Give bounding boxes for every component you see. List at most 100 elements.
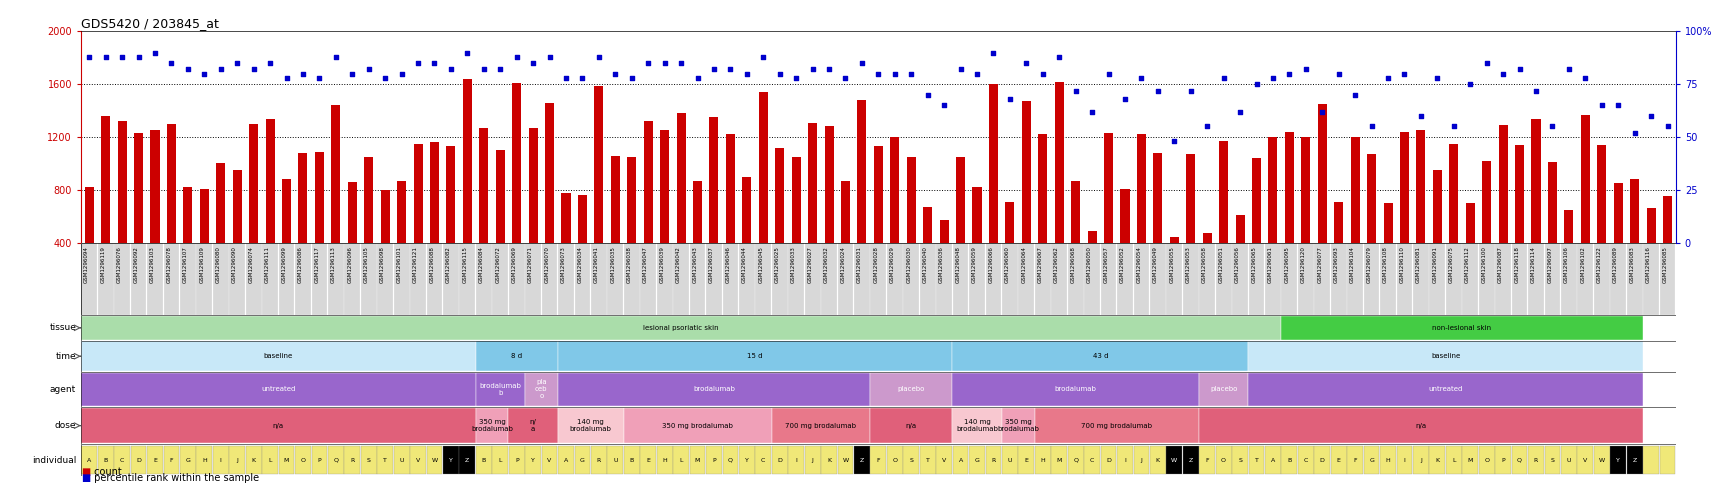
Text: M: M <box>1466 457 1471 463</box>
Point <box>1258 74 1285 82</box>
Text: C: C <box>1303 457 1308 463</box>
FancyBboxPatch shape <box>460 242 476 315</box>
Bar <box>479 128 488 242</box>
Bar <box>1099 446 1117 474</box>
Bar <box>906 157 915 242</box>
Text: untreated: untreated <box>1428 386 1461 392</box>
Text: 700 mg brodalumab: 700 mg brodalumab <box>786 423 856 428</box>
FancyBboxPatch shape <box>837 242 853 315</box>
Text: baseline: baseline <box>264 353 293 359</box>
Text: GSM1296094: GSM1296094 <box>84 246 90 283</box>
Point <box>1423 74 1451 82</box>
FancyBboxPatch shape <box>1609 242 1625 315</box>
Point <box>750 53 777 60</box>
FancyBboxPatch shape <box>98 242 114 315</box>
Bar <box>639 446 656 474</box>
Point <box>996 95 1023 103</box>
Bar <box>870 446 886 474</box>
Text: GSM1296034: GSM1296034 <box>577 246 582 283</box>
Bar <box>102 116 110 242</box>
Text: GSM1296057: GSM1296057 <box>1103 246 1108 283</box>
Text: GSM1296102: GSM1296102 <box>1580 246 1585 283</box>
Text: G: G <box>973 457 979 463</box>
Text: brodalumab: brodalumab <box>693 386 734 392</box>
Text: Q: Q <box>333 457 338 463</box>
Text: H: H <box>1385 457 1389 463</box>
Point <box>1571 74 1599 82</box>
Bar <box>1594 446 1609 474</box>
Text: 140 mg
brodalumab: 140 mg brodalumab <box>956 419 998 432</box>
Text: J: J <box>812 457 813 463</box>
Text: E: E <box>1023 457 1027 463</box>
Text: 350 mg brodalumab: 350 mg brodalumab <box>662 423 732 428</box>
Text: O: O <box>893 457 896 463</box>
Bar <box>364 157 374 242</box>
FancyBboxPatch shape <box>246 242 262 315</box>
Text: GSM1296070: GSM1296070 <box>544 246 550 283</box>
Text: G: G <box>579 457 584 463</box>
Bar <box>1313 446 1330 474</box>
Point <box>1111 95 1139 103</box>
FancyBboxPatch shape <box>1428 242 1444 315</box>
Text: H: H <box>662 457 667 463</box>
Text: GSM1296038: GSM1296038 <box>627 246 631 283</box>
FancyBboxPatch shape <box>639 242 656 315</box>
Bar <box>1070 181 1080 242</box>
Point <box>1652 123 1680 130</box>
Text: GSM1296051: GSM1296051 <box>1218 246 1223 283</box>
Bar <box>1084 446 1099 474</box>
Point <box>667 59 694 67</box>
Text: GSM1296122: GSM1296122 <box>1595 246 1601 283</box>
Text: V: V <box>1582 457 1587 463</box>
Bar <box>146 446 162 474</box>
Text: GSM1296085: GSM1296085 <box>1661 246 1666 283</box>
Text: n/a: n/a <box>1415 423 1425 428</box>
Bar <box>98 446 114 474</box>
Text: B: B <box>481 457 486 463</box>
Bar <box>529 128 538 242</box>
Bar <box>1380 446 1396 474</box>
FancyBboxPatch shape <box>1346 242 1363 315</box>
Text: Z: Z <box>1632 457 1635 463</box>
Text: A: A <box>1270 457 1275 463</box>
Text: baseline: baseline <box>1430 353 1459 359</box>
Text: P: P <box>515 457 519 463</box>
FancyBboxPatch shape <box>1117 242 1132 315</box>
FancyBboxPatch shape <box>1544 242 1559 315</box>
Point <box>963 70 991 77</box>
Bar <box>1034 408 1197 443</box>
Text: GSM1296113: GSM1296113 <box>331 246 336 283</box>
Text: J: J <box>1141 457 1142 463</box>
Text: B: B <box>1287 457 1291 463</box>
Point <box>634 59 662 67</box>
Bar <box>331 105 339 242</box>
Text: C: C <box>1089 457 1094 463</box>
Bar <box>81 341 476 371</box>
Text: GSM1296029: GSM1296029 <box>889 246 894 283</box>
FancyBboxPatch shape <box>606 242 622 315</box>
Point <box>1504 66 1532 73</box>
Bar <box>1280 446 1296 474</box>
Bar <box>772 446 787 474</box>
Text: R: R <box>596 457 601 463</box>
Text: L: L <box>269 457 272 463</box>
Text: S: S <box>1237 457 1241 463</box>
Text: F: F <box>875 457 880 463</box>
Text: count: count <box>91 467 122 477</box>
FancyBboxPatch shape <box>443 242 458 315</box>
Bar <box>131 446 146 474</box>
Point <box>1011 59 1039 67</box>
Point <box>1637 112 1664 120</box>
Point <box>1489 70 1516 77</box>
FancyBboxPatch shape <box>1659 242 1675 315</box>
Bar <box>1301 137 1309 242</box>
FancyBboxPatch shape <box>1330 242 1346 315</box>
FancyBboxPatch shape <box>624 242 639 315</box>
Text: GSM1296104: GSM1296104 <box>1349 246 1354 283</box>
Text: GSM1296090: GSM1296090 <box>233 246 238 283</box>
Bar <box>512 83 520 242</box>
Bar <box>1449 143 1458 242</box>
Text: time: time <box>55 352 76 361</box>
Text: J: J <box>1420 457 1421 463</box>
FancyBboxPatch shape <box>1280 242 1296 315</box>
